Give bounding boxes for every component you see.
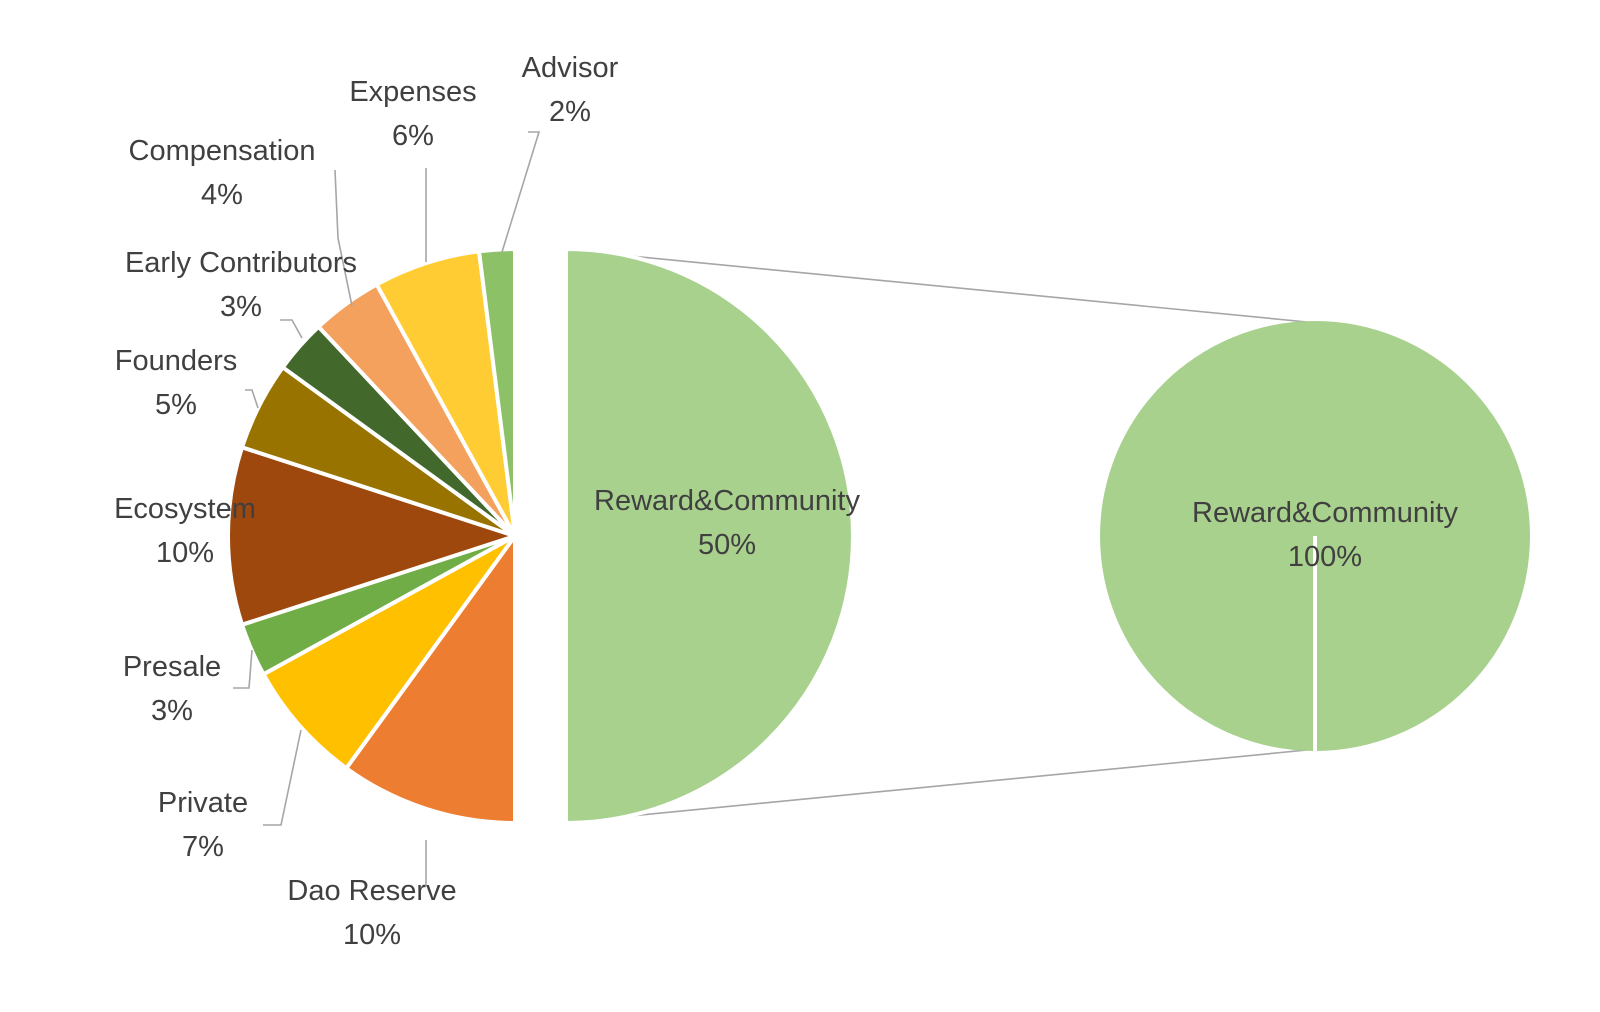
leader-line-founders xyxy=(245,389,259,409)
data-label-founders: Founders 5% xyxy=(115,345,238,421)
data-label-name: Dao Reserve xyxy=(287,875,456,907)
leader-line-private xyxy=(263,729,302,826)
pie-slice-reward-community xyxy=(564,247,855,825)
data-label-name: Ecosystem xyxy=(114,493,256,525)
data-label-name: Private xyxy=(158,787,248,819)
data-label-ecosystem: Ecosystem 10% xyxy=(114,493,256,569)
connector-line-top xyxy=(599,252,1308,323)
data-label-reward-community: Reward&Community 50% xyxy=(594,485,860,561)
secondary-pie xyxy=(1100,321,1530,751)
data-label-percent: 3% xyxy=(151,695,193,727)
data-label-name: Presale xyxy=(123,651,221,683)
data-label-name: Compensation xyxy=(129,135,316,167)
connector-lines xyxy=(599,252,1308,820)
data-label-percent: 50% xyxy=(698,529,756,561)
data-label-percent: 7% xyxy=(182,831,224,863)
data-label-percent: 2% xyxy=(549,96,591,128)
data-label-name: Advisor xyxy=(522,52,619,84)
data-label-name: Reward&Community xyxy=(1192,497,1458,529)
data-label-private: Private 7% xyxy=(158,787,248,863)
data-label-advisor: Advisor 2% xyxy=(522,52,619,128)
leader-line-compensation xyxy=(334,169,353,307)
secondary-data-label-reward-community: Reward&Community 100% xyxy=(1192,497,1458,573)
leader-line-advisor xyxy=(501,131,541,253)
data-label-percent: 10% xyxy=(343,919,401,951)
data-label-early-contributors: Early Contributors 3% xyxy=(125,247,357,323)
data-label-name: Expenses xyxy=(349,76,476,108)
data-label-percent: 3% xyxy=(220,291,262,323)
leader-line-presale xyxy=(233,649,253,689)
leader-lines xyxy=(233,131,541,885)
data-label-percent: 5% xyxy=(155,389,197,421)
data-label-presale: Presale 3% xyxy=(123,651,221,727)
data-label-name: Founders xyxy=(115,345,238,377)
data-labels: Reward&Community 50% Dao Reserve 10% Private… xyxy=(114,52,1458,951)
connector-line-bottom xyxy=(599,749,1308,820)
main-pie xyxy=(226,246,855,825)
data-label-percent: 6% xyxy=(392,120,434,152)
data-label-name: Reward&Community xyxy=(594,485,860,517)
leader-line-early-contributors xyxy=(280,319,303,339)
data-label-percent: 4% xyxy=(201,179,243,211)
pie-slice-dao-reserve xyxy=(344,534,517,825)
data-label-compensation: Compensation 4% xyxy=(129,135,316,211)
pie-slice-private xyxy=(261,534,517,771)
data-label-expenses: Expenses 6% xyxy=(349,76,476,152)
pie-slice-advisor xyxy=(477,246,517,538)
data-label-name: Early Contributors xyxy=(125,247,357,279)
data-label-dao-reserve: Dao Reserve 10% xyxy=(287,875,456,951)
data-label-percent: 100% xyxy=(1288,541,1362,573)
data-label-percent: 10% xyxy=(156,537,214,569)
pie-slice-ecosystem xyxy=(226,445,517,627)
